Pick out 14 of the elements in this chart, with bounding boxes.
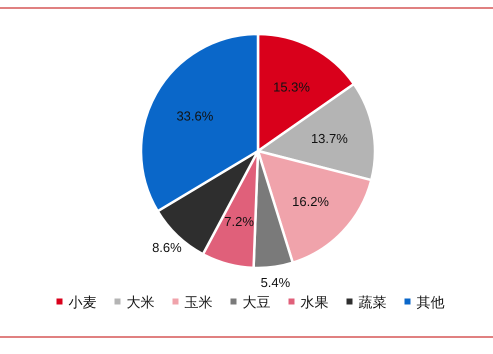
- data-label: 8.6%: [152, 240, 182, 255]
- legend-label: 水果: [300, 294, 328, 310]
- data-label: 13.7%: [310, 131, 348, 146]
- legend-label: 大米: [126, 294, 154, 310]
- data-label: 7.2%: [224, 214, 254, 230]
- data-label: 5.4%: [260, 275, 291, 290]
- legend-label: 蔬菜: [358, 294, 386, 310]
- legend-label: 玉米: [184, 294, 212, 310]
- data-label: 15.3%: [273, 80, 310, 95]
- data-label: 16.2%: [292, 194, 330, 209]
- legend-label: 小麦: [68, 294, 96, 310]
- data-label: 33.6%: [176, 108, 214, 124]
- legend-label: 大豆: [242, 294, 270, 310]
- legend-label: 其他: [416, 294, 444, 310]
